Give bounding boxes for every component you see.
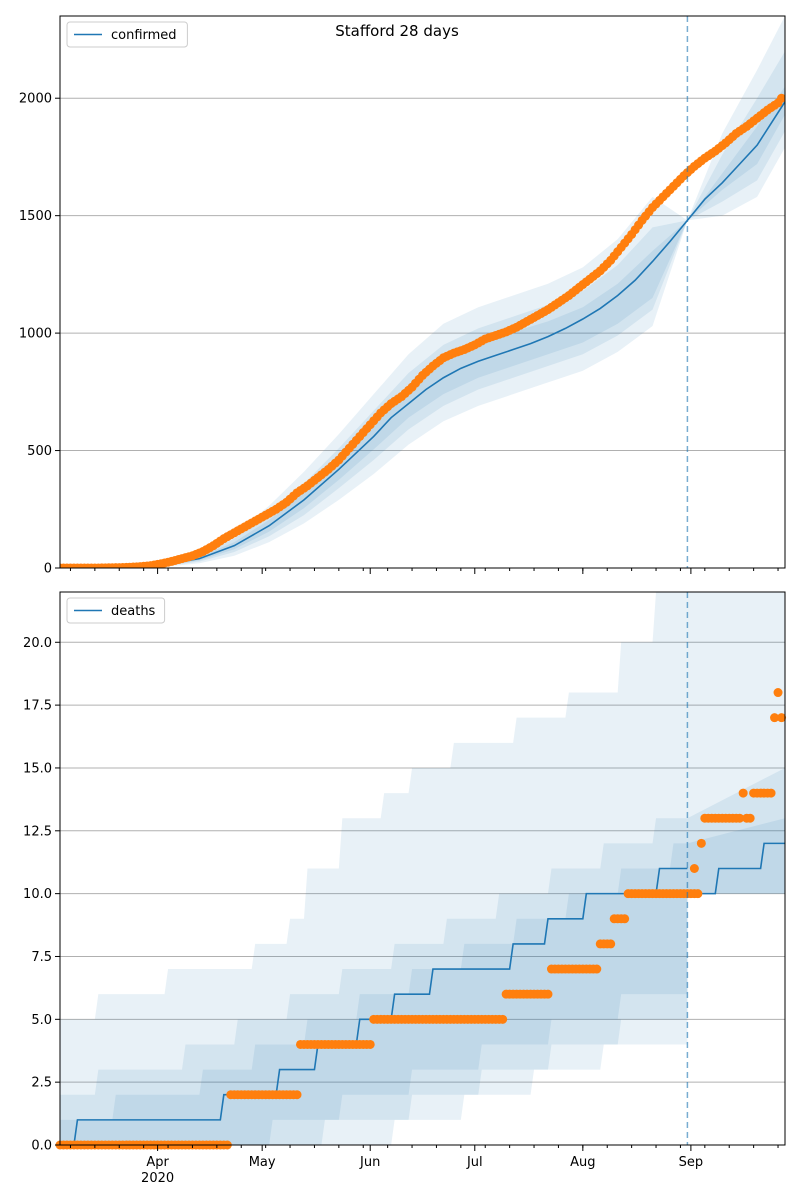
observed-point	[689, 864, 699, 873]
y-tick-label: 2000	[19, 92, 52, 107]
x-tick-label: Jun	[359, 1155, 380, 1170]
observed-point	[735, 813, 745, 823]
observed-point	[365, 1039, 375, 1049]
y-tick-label: 2.5	[31, 1076, 52, 1091]
y-tick-label: 5.0	[31, 1013, 52, 1028]
x-tick-label: Apr	[146, 1155, 169, 1170]
legend: confirmed	[66, 21, 188, 48]
y-tick-label: 12.5	[23, 824, 52, 839]
confirmed-panel: 0 500 1000 1500 2000 confirmed	[19, 15, 786, 577]
deaths-panel: 0.0 2.5 5.0 7.5 10.0 12.5 15.0 17.5 20.0 Apr May Ju…	[23, 591, 787, 1186]
observed-point	[777, 93, 785, 103]
confidence-band	[60, 51, 785, 568]
observed-point	[777, 713, 787, 723]
confidence-band	[60, 16, 785, 568]
x-tick-label: Aug	[570, 1155, 595, 1170]
plot-area	[60, 16, 785, 568]
observed-point	[498, 1014, 508, 1024]
x-year-label: 2020	[141, 1171, 174, 1186]
x-tick-label: Jul	[466, 1155, 483, 1170]
observed-point	[738, 788, 748, 798]
y-tick-label: 1500	[19, 209, 52, 224]
plot-frame	[59, 591, 786, 1146]
confidence-band	[60, 818, 785, 1145]
observed-point	[766, 788, 776, 798]
observed-point	[693, 889, 703, 899]
legend-label: confirmed	[111, 28, 177, 43]
observed-point	[770, 713, 780, 723]
y-tick-label: 20.0	[23, 636, 52, 651]
y-tick-label: 7.5	[31, 950, 52, 965]
x-tick-label: Sep	[679, 1155, 704, 1170]
y-tick-label: 0.0	[31, 1139, 52, 1154]
observed-point	[592, 964, 602, 974]
observed-point	[745, 813, 755, 823]
y-tick-label: 17.5	[23, 699, 52, 714]
chart-title: Stafford 28 days	[335, 22, 459, 40]
legend-label: deaths	[111, 604, 156, 619]
y-tick-label: 0	[44, 562, 52, 577]
y-tick-label: 10.0	[23, 887, 52, 902]
y-tick-label: 1000	[19, 327, 52, 342]
legend-box	[66, 21, 188, 48]
observed-point	[696, 838, 706, 848]
observed-point	[773, 688, 783, 698]
confidence-band	[60, 592, 785, 1145]
series-line-confirmed	[60, 101, 785, 568]
legend-box	[66, 597, 166, 624]
plot-frame	[59, 15, 786, 569]
confidence-band	[60, 767, 785, 1145]
observed-point	[543, 989, 553, 999]
observed-point	[292, 1090, 302, 1100]
series-line-deaths	[60, 867, 688, 1145]
plot-area	[60, 592, 785, 1145]
x-tick-label: May	[249, 1155, 276, 1170]
series-line-forecast	[687, 842, 785, 895]
y-tick-label: 500	[27, 444, 52, 459]
y-tick-label: 15.0	[23, 761, 52, 776]
legend: deaths	[66, 597, 166, 624]
observed-point	[620, 914, 630, 924]
observed-point	[606, 939, 616, 949]
